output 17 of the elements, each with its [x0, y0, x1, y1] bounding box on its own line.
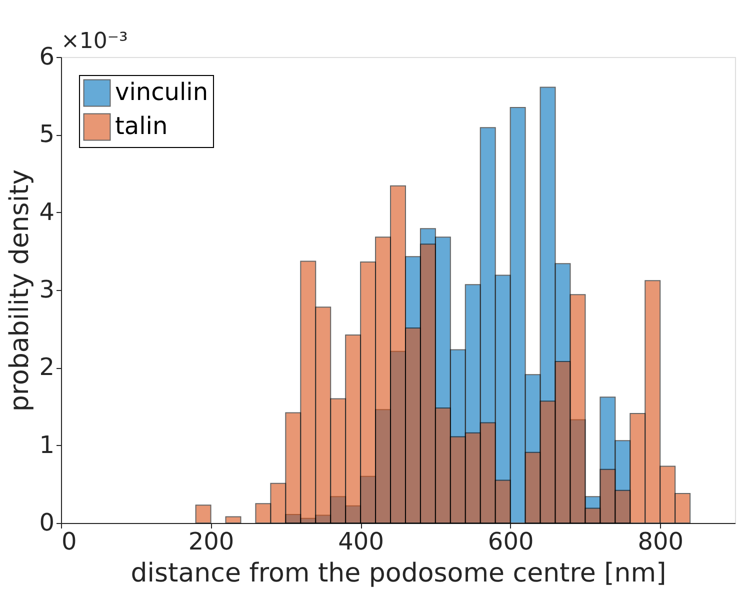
x-tick-label: 200: [188, 528, 234, 556]
x-tick-label: 400: [338, 528, 384, 556]
y-tick-label: 3: [39, 276, 54, 304]
y-tick-label: 4: [39, 198, 54, 226]
y-tick-label: 1: [39, 430, 54, 459]
x-tick-label: 800: [638, 528, 684, 556]
x-tick-label: 600: [488, 528, 534, 556]
y-tick-label: 0: [39, 508, 54, 536]
y-tick-label: 2: [39, 353, 54, 382]
y-tick-label: 6: [39, 42, 54, 70]
legend-label: vinculin: [115, 78, 208, 106]
y-axis-title: probability density: [5, 169, 36, 412]
x-axis-title: distance from the podosome centre [nm]: [130, 558, 666, 588]
y-tick-label: 5: [39, 120, 54, 148]
x-tick-label: 0: [62, 528, 77, 556]
text: ×10⁻³: [61, 29, 128, 54]
legend-label: talin: [115, 112, 168, 140]
